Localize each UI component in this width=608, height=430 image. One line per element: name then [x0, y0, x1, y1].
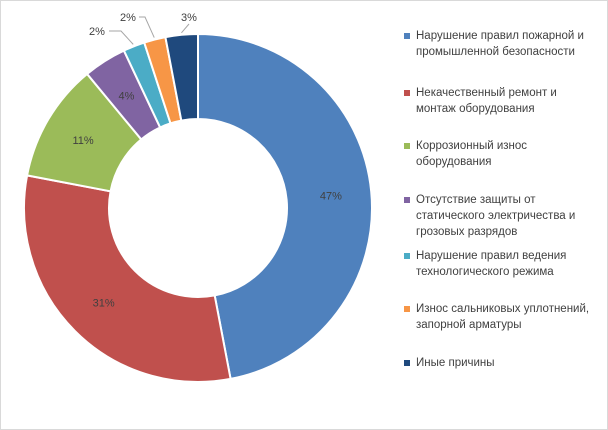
legend-label-line: технологического режима	[416, 266, 554, 278]
legend-label: Коррозионный износ оборудования	[416, 138, 606, 170]
legend-item-1: Нарушение правил пожарной и промышленной …	[404, 28, 606, 60]
legend-label-line: Нарушение правил ведения	[416, 250, 567, 262]
legend-label-line: Нарушение правил пожарной и	[416, 30, 584, 42]
legend-label-line: Иные причины	[416, 357, 495, 369]
legend-item-3: Коррозионный износ оборудования	[404, 138, 606, 170]
legend-label: Отсутствие защиты от статического электри…	[416, 192, 606, 240]
data-label-2: 31%	[93, 297, 115, 309]
slice-7	[164, 32, 199, 122]
data-label-3: 11%	[72, 135, 93, 147]
data-label-1: 47%	[320, 190, 342, 202]
legend-label-line: Коррозионный износ	[416, 140, 528, 152]
slice-1	[197, 32, 373, 381]
legend-item-2: Некачественный ремонт и монтаж оборудован…	[404, 85, 606, 117]
legend-swatch	[404, 90, 410, 96]
legend-item-7: Иные причины	[404, 355, 606, 371]
legend-label-line: Износ сальниковых уплотнений,	[416, 303, 590, 315]
legend-swatch	[404, 33, 410, 39]
legend-swatch	[404, 197, 410, 203]
data-label-5: 2%	[89, 26, 105, 38]
legend-label: Нарушение правил ведения технологического…	[416, 248, 606, 280]
legend-label-line: промышленной безопасности	[416, 46, 575, 58]
slice-2	[23, 174, 232, 383]
data-label-6: 2%	[120, 12, 136, 24]
legend-label-line: грозовых разрядов	[416, 226, 518, 238]
leader-line-6	[139, 16, 155, 38]
legend-label: Износ сальниковых уплотнений, запорной ар…	[416, 301, 606, 333]
legend-label-line: Некачественный ремонт и	[416, 87, 557, 99]
legend-label-line: запорной арматуры	[416, 319, 522, 331]
leader-line-5	[109, 30, 134, 45]
data-label-4: 4%	[119, 90, 135, 102]
leader-line-7	[181, 23, 190, 34]
legend-label-line: монтаж оборудования	[416, 103, 535, 115]
legend-label-line: Отсутствие защиты от	[416, 194, 536, 206]
legend-label-line: статического электричества и	[416, 210, 576, 222]
legend-label: Некачественный ремонт и монтаж оборудован…	[416, 85, 606, 117]
legend-item-5: Нарушение правил ведения технологического…	[404, 248, 606, 280]
legend-label: Иные причины	[416, 355, 606, 371]
data-label-7: 3%	[181, 12, 197, 24]
legend-item-4: Отсутствие защиты от статического электри…	[404, 192, 606, 240]
legend-swatch	[404, 253, 410, 259]
legend-label-line: оборудования	[416, 156, 492, 168]
legend-item-6: Износ сальниковых уплотнений, запорной ар…	[404, 301, 606, 333]
legend-swatch	[404, 306, 410, 312]
legend-swatch	[404, 143, 410, 149]
legend-swatch	[404, 360, 410, 366]
legend-label: Нарушение правил пожарной и промышленной …	[416, 28, 606, 60]
